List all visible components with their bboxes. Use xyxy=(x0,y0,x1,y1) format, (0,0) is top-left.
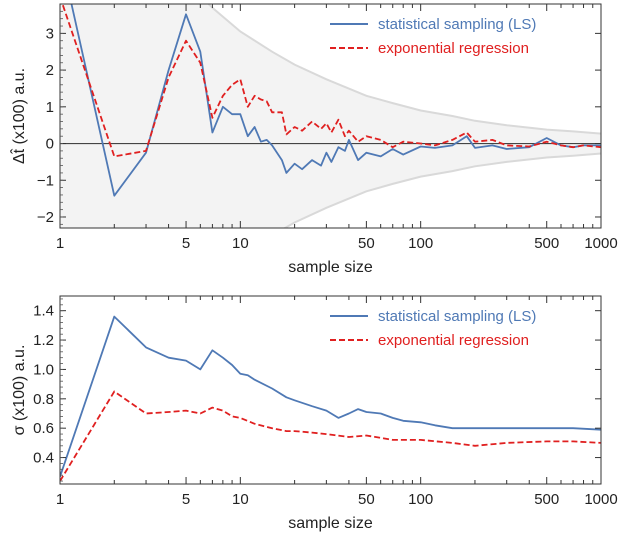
x-axis-title: sample size xyxy=(288,515,373,532)
x-tick-label: 5 xyxy=(182,491,190,508)
plot-area xyxy=(60,315,601,482)
y-tick-label: −1 xyxy=(37,172,54,189)
y-tick-label: 0.4 xyxy=(33,450,54,467)
x-tick-label: 10 xyxy=(232,235,249,252)
y-axis-title: σ (x100) a.u. xyxy=(11,345,28,436)
series-line-statistical-sampling xyxy=(70,4,601,197)
x-axis-title: sample size xyxy=(288,259,373,276)
band-edge-lower xyxy=(282,152,601,228)
y-tick-label: 3 xyxy=(46,25,54,42)
x-tick-label: 100 xyxy=(408,491,433,508)
x-tick-label: 10 xyxy=(232,491,249,508)
legend-label: exponential regression xyxy=(378,40,529,57)
legend-label: statistical sampling (LS) xyxy=(378,16,536,33)
x-tick-label: 50 xyxy=(358,491,375,508)
confidence-band xyxy=(60,4,601,228)
x-tick-label: 500 xyxy=(534,235,559,252)
bottom-chart-panel: 1 5 10 50 100 500 1000 0.4 0.6 0.8 1.0 1.2 1.4 sample… xyxy=(11,295,618,532)
plot-frame xyxy=(59,295,602,485)
series-line-statistical-sampling xyxy=(60,315,601,477)
top-chart-panel: 1 5 10 50 100 500 1000 −2 −1 0 1 2 3 sample size Δt̂ (… xyxy=(9,3,618,276)
legend-label: statistical sampling (LS) xyxy=(378,308,536,325)
y-axis-title: Δt̂ (x100) a.u. xyxy=(9,68,28,164)
x-tick-label: 1 xyxy=(56,235,64,252)
y-tick-label: 0.8 xyxy=(33,391,54,408)
plot-frame xyxy=(59,3,602,229)
x-tick-label: 5 xyxy=(182,235,190,252)
y-tick-label: 1.2 xyxy=(33,332,54,349)
x-tick-label: 50 xyxy=(358,235,375,252)
y-tick-label: 1 xyxy=(46,99,54,116)
y-tick-label: 2 xyxy=(46,62,54,79)
band-edge-upper xyxy=(207,4,601,135)
series-line-exponential-regression xyxy=(60,390,601,482)
y-tick-label: 1.0 xyxy=(33,361,54,378)
x-tick-label: 1000 xyxy=(584,235,617,252)
y-tick-label: 0.6 xyxy=(33,420,54,437)
legend-label: exponential regression xyxy=(378,332,529,349)
x-tick-label: 500 xyxy=(534,491,559,508)
y-tick-label: −2 xyxy=(37,209,54,226)
series-line-exponential-regression xyxy=(61,4,601,158)
y-tick-label: 1.4 xyxy=(33,303,54,320)
x-tick-label: 100 xyxy=(408,235,433,252)
x-tick-label: 1000 xyxy=(584,491,617,508)
plot-area xyxy=(60,4,601,228)
x-tick-label: 1 xyxy=(56,491,64,508)
y-tick-label: 0 xyxy=(46,136,54,153)
